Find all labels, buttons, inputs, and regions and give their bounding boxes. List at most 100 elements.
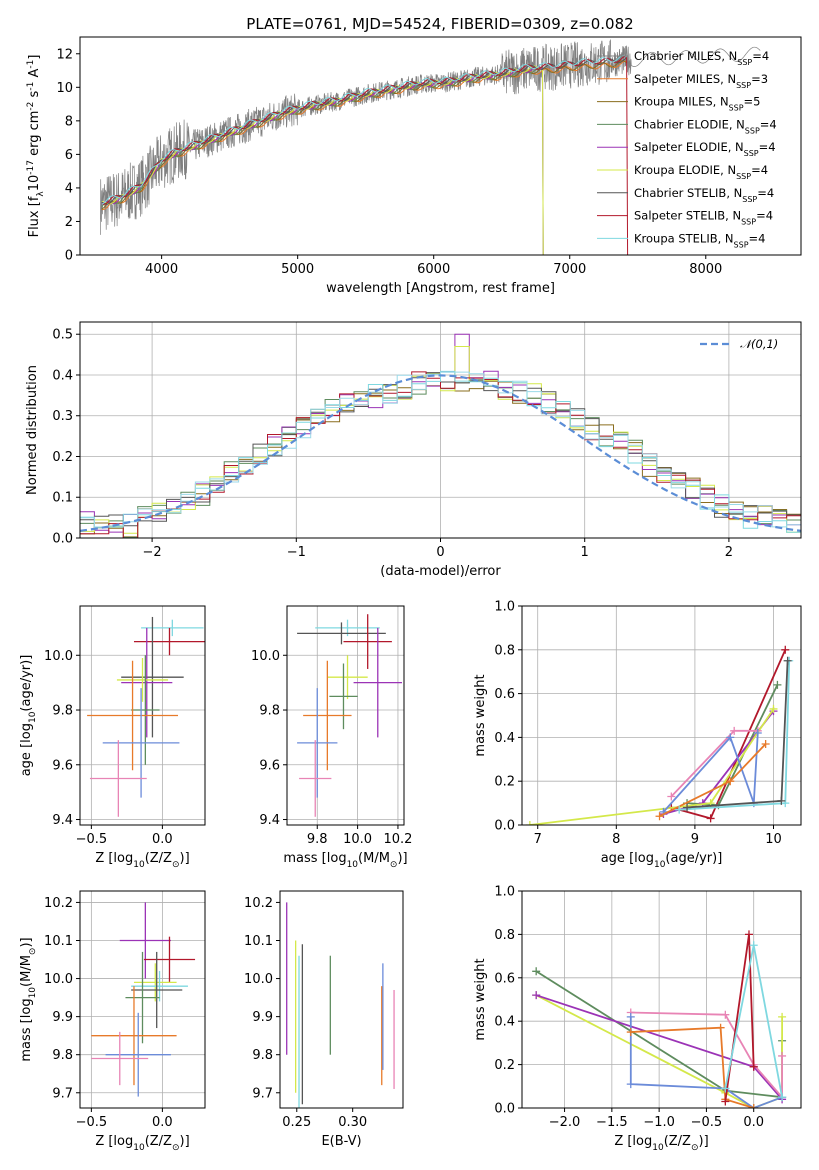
mass_vs_Z-marks (91, 902, 196, 1097)
age_vs_mass-marks (297, 614, 402, 817)
weight-marker (675, 805, 684, 814)
weight-series-line (662, 732, 759, 813)
spectrum-frame (79, 36, 802, 256)
legend-entry: 𝒩(0,1) (740, 337, 778, 351)
errorbar-point (297, 622, 386, 645)
x-tick-label: 0.0 (152, 832, 173, 847)
x-tick-label: −1.0 (643, 1115, 675, 1130)
weight-marker (749, 1062, 758, 1071)
residuals-xlabel: (data-model)/error (380, 564, 501, 579)
y-tick-label: 0 (65, 249, 73, 264)
errorbar-point (91, 986, 177, 1086)
model-spectrum (101, 66, 544, 255)
errorbar-point (133, 963, 177, 1002)
weight-marker (721, 1084, 730, 1093)
y-tick-label: 9.6 (52, 758, 73, 773)
x-tick-label: 10.2 (383, 832, 412, 847)
x-tick-label: −0.5 (76, 1115, 108, 1130)
age_vs_Z-frame (79, 605, 206, 826)
legend-entry: Kroupa ELODIE, NSSP=4 (634, 163, 768, 181)
weight-marker (525, 821, 534, 825)
model-spectrum (101, 57, 627, 205)
y-tick-label: 0.0 (494, 1102, 515, 1117)
legend-entry: Salpeter STELIB, NSSP=4 (634, 209, 773, 227)
y-tick-label: 0.4 (52, 368, 73, 383)
spectrum-legend: Chabrier MILES, NSSP=4 Salpeter MILES, NS… (597, 49, 777, 249)
x-tick-label: 5000 (281, 262, 314, 277)
y-tick-label: 0.4 (494, 731, 515, 746)
mass_vs_Z-panel: −0.5 0.0 9.7 9.8 9.9 10.0 10.1 10.2 Z [log10(Z/Z… (19, 890, 206, 1153)
weight-marker (655, 812, 664, 821)
legend-entry: Chabrier STELIB, NSSP=4 (634, 186, 774, 204)
x-tick-label: −2 (143, 545, 162, 560)
model-spectrum (101, 55, 627, 205)
legend-entry: Salpeter MILES, NSSP=3 (634, 72, 768, 90)
y-tick-label: 0.8 (494, 643, 515, 658)
x-tick-label: 0.0 (152, 1115, 173, 1130)
y-tick-label: 9.8 (252, 1048, 273, 1063)
y-tick-label: 2 (65, 215, 73, 230)
residuals-ylabel: Normed distribution (25, 365, 40, 495)
age_vs_mass-frame (286, 605, 405, 826)
y-tick-label: 9.7 (52, 1086, 73, 1101)
x-tick-label: 7 (534, 832, 542, 847)
errorbar-point (297, 688, 338, 798)
weight-marker (532, 991, 541, 1000)
x-tick-label: −0.5 (691, 1115, 723, 1130)
weight-marker (744, 930, 753, 939)
residuals-marks (80, 333, 801, 538)
weight-marker (721, 1010, 730, 1019)
weight-marker (716, 1023, 725, 1032)
x-tick-label: 1 (581, 545, 589, 560)
errorbar-point (353, 627, 402, 738)
weight-marker (667, 792, 676, 801)
y-tick-label: 9.6 (259, 758, 280, 773)
y-tick-label: 6 (65, 148, 73, 163)
y-tick-label: 1.0 (494, 885, 515, 900)
y-tick-label: 9.8 (259, 704, 280, 719)
weight-marker (781, 645, 790, 654)
weight-marker (721, 1097, 730, 1106)
y-tick-label: 9.7 (252, 1086, 273, 1101)
errorbar-point (121, 627, 173, 738)
x-tick-label: 0.25 (282, 1115, 311, 1130)
y-tick-label: 1.0 (494, 600, 515, 615)
y-tick-label: 9.8 (52, 704, 73, 719)
mass_vs_ebv-panel: 0.25 0.30 9.7 9.8 9.9 10.0 10.1 10.2 E(B-V) (244, 890, 404, 1149)
errorbar-point (87, 660, 179, 771)
residual-histogram (80, 370, 801, 533)
x-tick-label: 9.8 (307, 832, 328, 847)
y-tick-label: 4 (65, 181, 73, 196)
weight-marker (761, 739, 770, 748)
x-tick-label: 2 (725, 545, 733, 560)
y-tick-label: 0.3 (52, 409, 73, 424)
age_vs_Z-panel: −0.5 0.0 9.4 9.6 9.8 10.0 Z [log10(Z/Z⊙)] age [… (19, 605, 206, 870)
spectrum-marks (100, 39, 761, 255)
weight-marker (626, 1028, 635, 1037)
y-tick-label: 9.4 (52, 813, 73, 828)
y-tick-label: 10.1 (44, 934, 73, 949)
y-tick-label: 10.0 (44, 972, 73, 987)
errorbar-point (131, 655, 160, 765)
weight-marker (783, 656, 792, 665)
errorbar-point (131, 951, 183, 1029)
residuals-panel: −2 −1 0 1 2 0.0 0.1 0.2 0.3 0.4 0.5 (data-model)/er… (25, 321, 802, 579)
weight-marker (778, 1012, 787, 1021)
y-tick-label: 0.4 (494, 1015, 515, 1030)
y-tick-label: 10.2 (44, 896, 73, 911)
spectrum-panel: 4000 5000 6000 7000 8000 0 2 4 6 8 10 12 wavelength … (26, 36, 802, 296)
weight-marker (749, 1104, 758, 1108)
y-tick-label: 0.1 (52, 491, 73, 506)
errorbar-point (141, 619, 204, 637)
weight_vs_Z-marks (532, 930, 787, 1108)
legend-entry: Kroupa MILES, NSSP=5 (634, 95, 760, 113)
x-tick-label: 8 (612, 832, 620, 847)
errorbar-point (89, 740, 147, 817)
weight_vs_Z-frame (521, 890, 802, 1109)
weight-marker (778, 1051, 787, 1060)
legend-entry: Chabrier ELODIE, NSSP=4 (634, 117, 777, 135)
figure-title: PLATE=0761, MJD=54524, FIBERID=0309, z=0… (246, 15, 633, 33)
age_vs_mass-panel: 9.8 10.0 10.2 9.4 9.6 9.8 10.0 mass [log10(M/M⊙… (251, 605, 412, 870)
y-tick-label: 9.4 (259, 813, 280, 828)
